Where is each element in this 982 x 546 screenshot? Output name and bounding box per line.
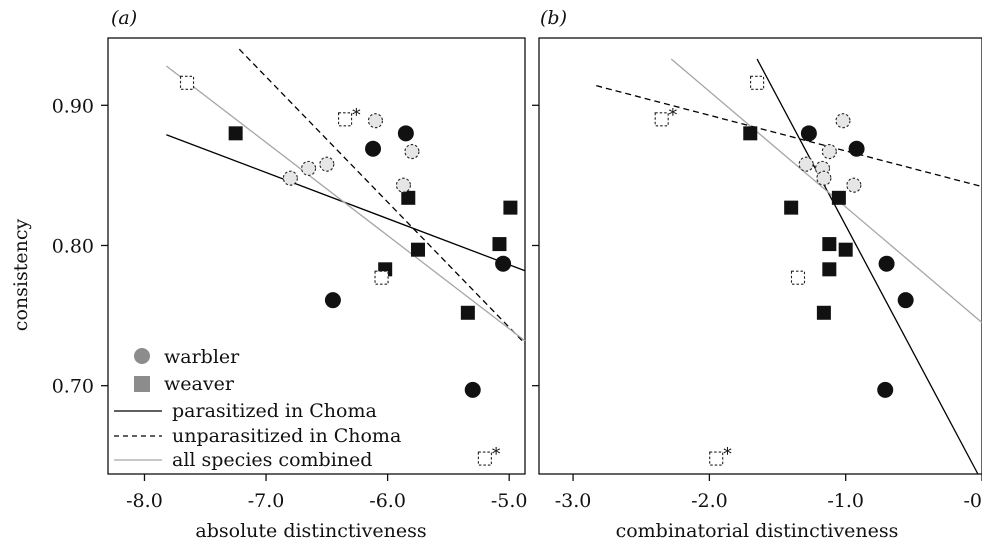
point-warbler-parasitized bbox=[848, 140, 865, 157]
x-tick-label: -6.0 bbox=[369, 490, 406, 512]
fit-line-unparasitized bbox=[238, 48, 526, 345]
legend-weaver-label: weaver bbox=[164, 373, 235, 395]
asterisk-marker: * bbox=[669, 105, 678, 125]
panel-a-fit-lines bbox=[165, 48, 526, 345]
point-weaver-parasitized bbox=[784, 200, 799, 215]
point-warbler-parasitized bbox=[877, 381, 894, 398]
point-warbler-unparasitized bbox=[835, 113, 851, 129]
point-warbler-parasitized bbox=[464, 381, 481, 398]
point-weaver-parasitized bbox=[401, 190, 416, 205]
fit-line-combined bbox=[165, 65, 526, 342]
legend-combined-label: all species combined bbox=[172, 449, 372, 471]
point-warbler-parasitized bbox=[397, 125, 414, 142]
y-tick-label: 0.90 bbox=[52, 95, 94, 117]
x-tick-label: -7.0 bbox=[248, 490, 285, 512]
point-weaver-parasitized bbox=[822, 237, 837, 252]
panel-b-ticks: -3.0 -2.0 -1.0 -0 bbox=[532, 104, 982, 512]
point-warbler-unparasitized bbox=[816, 170, 832, 186]
point-warbler-unparasitized bbox=[395, 177, 411, 193]
point-weaver-parasitized bbox=[831, 190, 846, 205]
panel-b: (b) -3.0 -2.0 -1.0 -0 ** combinatorial dist… bbox=[532, 7, 982, 542]
point-weaver-parasitized bbox=[503, 200, 518, 215]
point-weaver-unparasitized bbox=[477, 451, 492, 466]
point-warbler-parasitized bbox=[897, 292, 914, 309]
panel-b-label: (b) bbox=[540, 7, 567, 29]
point-warbler-unparasitized bbox=[367, 113, 384, 129]
legend: warbler weaver parasitized in Choma unpa… bbox=[114, 346, 401, 471]
x-tick-label: -1.0 bbox=[827, 490, 864, 512]
legend-unparasitized-label: unparasitized in Choma bbox=[172, 425, 401, 447]
panel-a-frame bbox=[107, 37, 526, 475]
point-weaver-parasitized bbox=[492, 237, 507, 252]
legend-warbler-marker bbox=[134, 348, 150, 364]
point-warbler-unparasitized bbox=[301, 160, 317, 176]
point-warbler-parasitized bbox=[365, 140, 382, 157]
point-warbler-unparasitized bbox=[404, 144, 420, 160]
panel-a-points: ** bbox=[179, 75, 518, 466]
x-tick-label: -8.0 bbox=[126, 490, 163, 512]
point-weaver-unparasitized bbox=[709, 451, 724, 466]
point-weaver-unparasitized bbox=[179, 75, 195, 90]
point-weaver-parasitized bbox=[822, 262, 837, 277]
panel-b-points: ** bbox=[654, 75, 914, 466]
point-weaver-unparasitized bbox=[790, 270, 806, 285]
y-tick-label: 0.80 bbox=[52, 235, 94, 257]
point-weaver-unparasitized bbox=[654, 112, 669, 127]
asterisk-marker: * bbox=[492, 445, 501, 465]
point-weaver-parasitized bbox=[411, 242, 426, 257]
point-warbler-parasitized bbox=[324, 292, 341, 309]
point-warbler-unparasitized bbox=[798, 156, 814, 172]
point-warbler-unparasitized bbox=[821, 144, 837, 160]
panel-a: (a) -8.0 -7.0 -6.0 -5.00.700.800.90 ** abso… bbox=[52, 7, 528, 542]
legend-weaver-marker bbox=[134, 376, 150, 392]
point-weaver-parasitized bbox=[743, 126, 758, 141]
point-weaver-parasitized bbox=[816, 305, 831, 320]
x-tick-label: -3.0 bbox=[555, 490, 592, 512]
y-tick-label: 0.70 bbox=[52, 376, 94, 398]
panel-a-ticks: -8.0 -7.0 -6.0 -5.0 0.70 0.80 0.90 bbox=[52, 95, 528, 512]
point-weaver-unparasitized bbox=[750, 75, 765, 90]
point-weaver-parasitized bbox=[228, 126, 243, 141]
fit-line-combined bbox=[670, 58, 982, 324]
point-warbler-parasitized bbox=[800, 125, 817, 142]
x-tick-label: -0 bbox=[963, 490, 982, 512]
point-weaver-unparasitized bbox=[374, 270, 389, 285]
panel-b-x-axis-label: combinatorial distinctiveness bbox=[616, 520, 899, 542]
asterisk-marker: * bbox=[352, 105, 361, 125]
panel-b-frame bbox=[538, 37, 982, 475]
point-warbler-unparasitized bbox=[319, 156, 335, 172]
point-warbler-unparasitized bbox=[282, 170, 298, 186]
point-warbler-parasitized bbox=[878, 255, 895, 272]
legend-parasitized-label: parasitized in Choma bbox=[172, 400, 377, 422]
fit-line-parasitized bbox=[756, 58, 979, 475]
panel-a-label: (a) bbox=[111, 7, 137, 29]
panel-a-x-axis-label: absolute distinctiveness bbox=[195, 520, 426, 542]
point-warbler-unparasitized bbox=[846, 177, 862, 193]
fit-line-unparasitized bbox=[596, 85, 982, 188]
point-weaver-parasitized bbox=[460, 305, 475, 320]
x-tick-label: -2.0 bbox=[691, 490, 728, 512]
x-tick-label: -5.0 bbox=[491, 490, 528, 512]
point-weaver-unparasitized bbox=[338, 112, 353, 127]
legend-warbler-label: warbler bbox=[164, 346, 240, 368]
point-weaver-parasitized bbox=[838, 242, 853, 257]
asterisk-marker: * bbox=[723, 445, 732, 465]
point-warbler-parasitized bbox=[495, 255, 512, 272]
panel-b-fit-lines bbox=[596, 58, 982, 475]
y-axis-label: consistency bbox=[10, 219, 32, 332]
